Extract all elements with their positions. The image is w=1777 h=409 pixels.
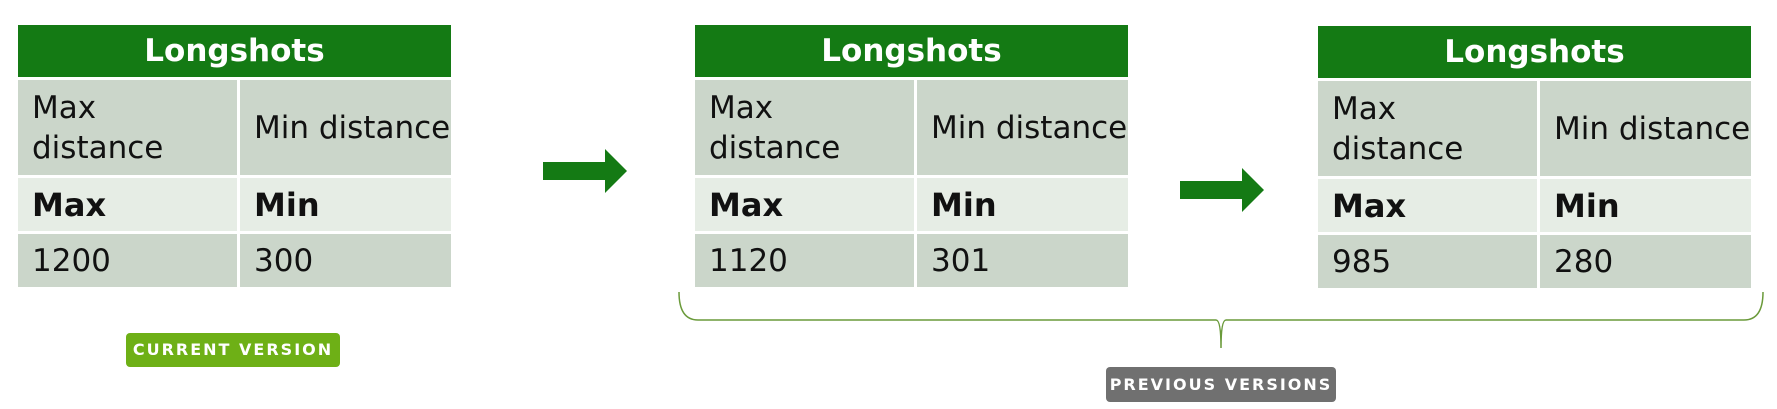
current-version-table: Longshots Max distance Min distance Max …	[18, 25, 451, 287]
max-title: Max	[695, 178, 917, 234]
min-distance-label: Min distance	[1540, 81, 1751, 179]
max-value: 1120	[695, 234, 917, 287]
min-value: 280	[1540, 235, 1751, 288]
arrow-right-icon	[543, 149, 627, 193]
previous-version-table: Longshots Max distance Min distance Max …	[1318, 26, 1751, 288]
min-value: 300	[240, 234, 451, 287]
min-distance-label: Min distance	[917, 80, 1128, 178]
max-title: Max	[1318, 179, 1540, 235]
table-title: Longshots	[1318, 26, 1751, 81]
max-distance-label: Max distance	[18, 80, 240, 178]
min-title: Min	[240, 178, 451, 234]
arrow-right-icon	[1180, 168, 1264, 212]
max-distance-label: Max distance	[695, 80, 917, 178]
max-title: Max	[18, 178, 240, 234]
table-title: Longshots	[18, 25, 451, 80]
max-value: 1200	[18, 234, 240, 287]
min-distance-label: Min distance	[240, 80, 451, 178]
brace-bracket	[678, 291, 1764, 349]
min-value: 301	[917, 234, 1128, 287]
max-distance-label: Max distance	[1318, 81, 1540, 179]
current-version-badge: CURRENT VERSION	[126, 333, 340, 367]
previous-versions-badge: PREVIOUS VERSIONS	[1106, 367, 1336, 402]
max-value: 985	[1318, 235, 1540, 288]
min-title: Min	[917, 178, 1128, 234]
min-title: Min	[1540, 179, 1751, 235]
previous-version-table: Longshots Max distance Min distance Max …	[695, 25, 1128, 287]
table-title: Longshots	[695, 25, 1128, 80]
